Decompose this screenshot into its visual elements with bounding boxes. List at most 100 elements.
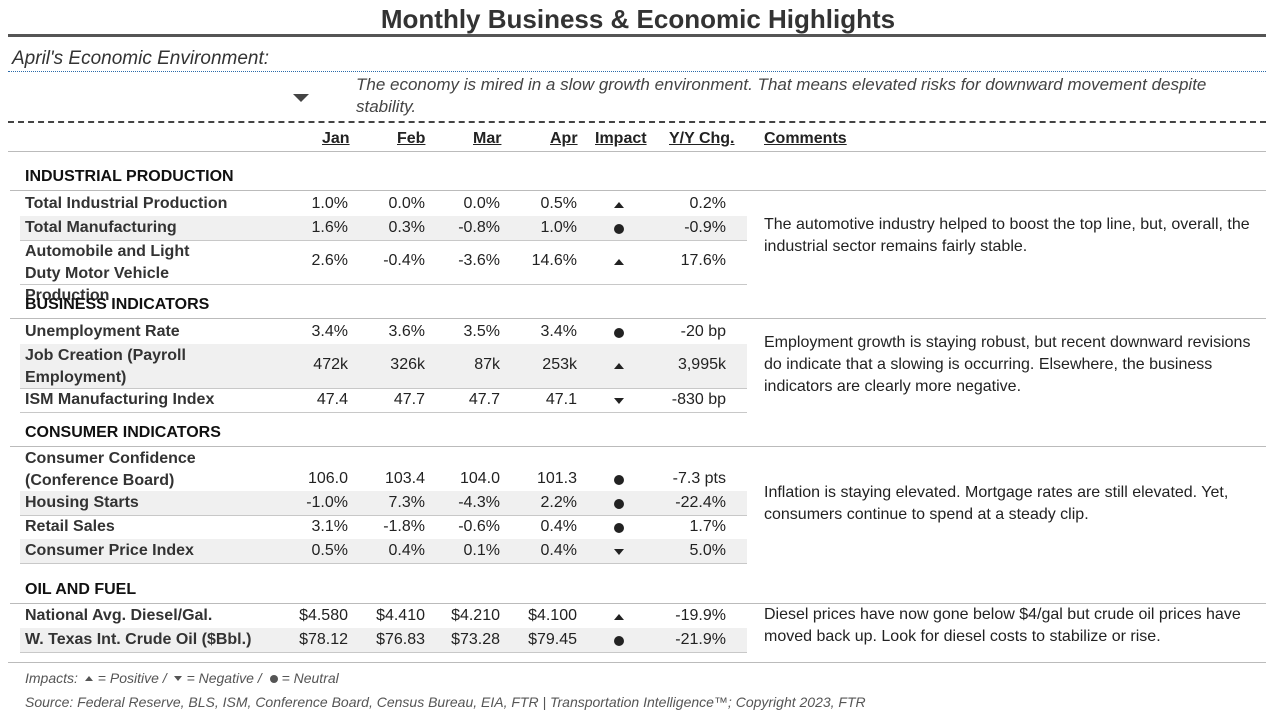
cell-yy: 5.0% [689, 542, 726, 559]
cell-feb: 0.4% [388, 542, 425, 559]
cell-feb: 326k [390, 356, 425, 373]
subtitle-divider [8, 71, 1266, 72]
row-label: Total Industrial Production [25, 195, 228, 212]
cell-apr: 0.5% [540, 195, 577, 212]
row-divider [20, 412, 747, 413]
cell-yy: 0.2% [689, 195, 726, 212]
cell-jan: 2.6% [311, 252, 348, 269]
cell-yy: -19.9% [675, 607, 726, 624]
cell-mar: 47.7 [468, 391, 500, 408]
cell-jan: 106.0 [307, 470, 348, 487]
section-comment: Inflation is staying elevated. Mortgage … [764, 484, 1229, 523]
cell-mar: $73.28 [451, 631, 500, 648]
cell-mar: 104.0 [459, 470, 500, 487]
cell-mar: 87k [474, 356, 500, 373]
col-header-mar: Mar [473, 130, 502, 147]
up-triangle-icon [612, 255, 626, 269]
cell-yy: -0.9% [684, 219, 726, 236]
source-note: Source: Federal Reserve, BLS, ISM, Confe… [25, 694, 866, 710]
row-label: Unemployment Rate [25, 323, 180, 340]
page-title: Monthly Business & Economic Highlights [380, 4, 896, 34]
neutral-dot-icon [612, 497, 626, 511]
table-row [20, 216, 747, 240]
cell-yy: 3,995k [677, 356, 726, 373]
section-comment: Employment growth is staying robust, but… [764, 334, 1251, 395]
section-comment: Diesel prices have now gone below $4/gal… [764, 606, 1241, 645]
table-row [20, 491, 747, 515]
cell-mar: 0.1% [463, 542, 500, 559]
cell-jan: 1.0% [311, 195, 348, 212]
section-divider [10, 446, 1266, 447]
table-row [20, 344, 747, 388]
cell-apr: 47.1 [545, 391, 577, 408]
cell-mar: -4.3% [458, 494, 500, 511]
legend-neutral-dot-icon [268, 674, 280, 684]
cell-apr: 101.3 [536, 470, 577, 487]
row-label: Total Manufacturing [25, 219, 177, 236]
cell-yy: 1.7% [689, 518, 726, 535]
neutral-dot-icon [612, 634, 626, 648]
legend-down-triangle-icon [173, 674, 185, 684]
col-header-feb: Feb [397, 130, 426, 147]
down-triangle-icon [612, 394, 626, 408]
summary-text: The economy is mired in a slow growth en… [356, 75, 1207, 116]
cell-feb: 47.7 [393, 391, 425, 408]
col-header-jan: Jan [322, 130, 350, 147]
cell-jan: 1.6% [311, 219, 348, 236]
cell-yy: -22.4% [675, 494, 726, 511]
cell-apr: $79.45 [528, 631, 577, 648]
summary-divider [8, 121, 1266, 123]
impacts-label: Impacts: [25, 670, 78, 686]
cell-yy: 17.6% [680, 252, 726, 269]
cell-jan: $78.12 [299, 631, 348, 648]
cell-feb: $76.83 [376, 631, 425, 648]
neutral-dot-icon [612, 326, 626, 340]
table-row [20, 539, 747, 563]
row-label: Consumer Price Index [25, 542, 194, 559]
cell-feb: -1.8% [383, 518, 425, 535]
cell-feb: 3.6% [388, 323, 425, 340]
col-header-yy: Y/Y Chg. [669, 130, 735, 147]
impacts-legend: Impacts: = Positive / = Negative / = Neu… [25, 670, 339, 686]
cell-jan: 472k [313, 356, 348, 373]
cell-feb: $4.410 [376, 607, 425, 624]
cell-feb: -0.4% [383, 252, 425, 269]
row-label: Housing Starts [25, 494, 139, 511]
legend-up-triangle-icon [84, 674, 96, 684]
neutral-dot-icon [612, 473, 626, 487]
legend-negative: = Negative / [186, 670, 262, 686]
row-divider [20, 240, 747, 241]
cell-apr: 253k [542, 356, 577, 373]
row-label: Retail Sales [25, 518, 115, 535]
up-triangle-icon [612, 610, 626, 624]
row-label: ISM Manufacturing Index [25, 391, 215, 408]
cell-mar: -0.6% [458, 518, 500, 535]
legend-positive: = Positive / [97, 670, 167, 686]
cell-apr: 0.4% [540, 518, 577, 535]
row-divider [20, 388, 747, 389]
section-divider [10, 190, 1266, 191]
section-divider [10, 603, 1266, 604]
col-header-impact: Impact [595, 130, 647, 147]
cell-mar: $4.210 [451, 607, 500, 624]
cell-jan: 0.5% [311, 542, 348, 559]
section-title: OIL AND FUEL [25, 581, 137, 598]
table-row [20, 628, 747, 652]
row-label: Job Creation (Payroll Employment) [25, 347, 186, 386]
up-triangle-icon [612, 359, 626, 373]
cell-apr: $4.100 [528, 607, 577, 624]
row-divider [20, 563, 747, 564]
header-rule [8, 151, 1266, 152]
row-label: Consumer Confidence (Conference Board) [25, 450, 196, 489]
section-title: INDUSTRIAL PRODUCTION [25, 168, 234, 185]
cell-jan: 3.4% [311, 323, 348, 340]
cell-jan: $4.580 [299, 607, 348, 624]
cell-mar: -0.8% [458, 219, 500, 236]
cell-yy: -21.9% [675, 631, 726, 648]
cell-apr: 14.6% [531, 252, 577, 269]
section-title: BUSINESS INDICATORS [25, 296, 210, 313]
section-divider [10, 318, 1266, 319]
cell-mar: 0.0% [463, 195, 500, 212]
down-arrow-icon [293, 94, 309, 102]
title-rule [8, 34, 1266, 37]
